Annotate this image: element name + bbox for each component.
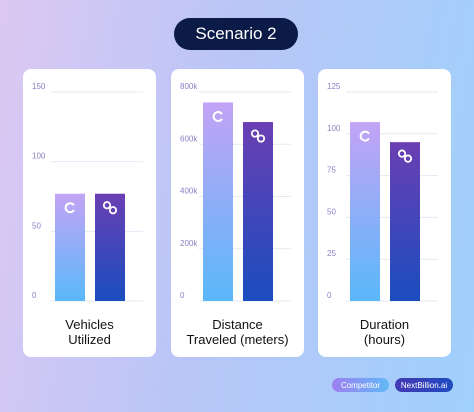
chart-label-line-1: Distance <box>212 317 263 332</box>
y-tick-label: 125 <box>327 82 341 91</box>
y-tick-label: 100 <box>327 124 341 133</box>
y-tick-label: 400k <box>180 187 198 196</box>
y-tick-label: 100 <box>32 152 46 161</box>
distance-chart-svg: 0 200k 400k 600k 800k <box>180 82 291 302</box>
legend-competitor: Competitor <box>332 378 389 392</box>
y-tick-label: 0 <box>327 291 332 300</box>
y-tick-label: 0 <box>180 291 185 300</box>
y-tick-label: 800k <box>180 82 198 91</box>
competitor-logo-icon <box>64 202 75 214</box>
vehicles-chart-label: Vehicles Utilized <box>23 317 156 347</box>
distance-chart-label: Distance Traveled (meters) <box>171 317 304 347</box>
legend-nextbillion: NextBillion.ai <box>395 378 453 392</box>
chart-label-line-2: (hours) <box>363 332 406 347</box>
y-tick-label: 25 <box>327 249 336 258</box>
chart-label-line-2: Traveled (meters) <box>186 332 289 347</box>
duration-chart-panel: 0 25 50 75 100 125 Duration (hours) <box>318 69 451 357</box>
distance-chart-panel: 0 200k 400k 600k 800k Distance Traveled (met… <box>171 69 304 357</box>
competitor-bar <box>203 102 233 301</box>
y-tick-label: 75 <box>327 166 336 175</box>
legend: Competitor NextBillion.ai <box>332 378 453 392</box>
duration-chart-svg: 0 25 50 75 100 125 <box>327 82 438 302</box>
nextbillion-bar <box>243 122 273 301</box>
competitor-logo-icon <box>212 110 223 122</box>
y-tick-label: 0 <box>32 291 37 300</box>
scenario-title: Scenario 2 <box>174 18 298 50</box>
chart-label-line-2: Utilized <box>68 332 111 347</box>
competitor-bar <box>55 193 85 301</box>
y-tick-label: 50 <box>32 221 41 230</box>
y-tick-label: 50 <box>327 207 336 216</box>
y-tick-label: 200k <box>180 239 198 248</box>
chart-label-line-1: Vehicles <box>65 317 114 332</box>
competitor-logo-icon <box>359 130 370 142</box>
nextbillion-logo-icon <box>250 129 266 143</box>
nextbillion-logo-icon <box>397 149 413 163</box>
nextbillion-logo-icon <box>102 201 118 215</box>
chart-label-line-1: Duration <box>359 317 410 332</box>
duration-chart-label: Duration (hours) <box>318 317 451 347</box>
y-tick-label: 600k <box>180 134 198 143</box>
competitor-bar <box>350 122 380 301</box>
y-tick-label: 150 <box>32 82 46 91</box>
nextbillion-bar <box>390 142 420 301</box>
vehicles-chart-svg: 0 50 100 150 <box>32 82 143 302</box>
vehicles-chart-panel: 0 50 100 150 Vehicles Utilized <box>23 69 156 357</box>
